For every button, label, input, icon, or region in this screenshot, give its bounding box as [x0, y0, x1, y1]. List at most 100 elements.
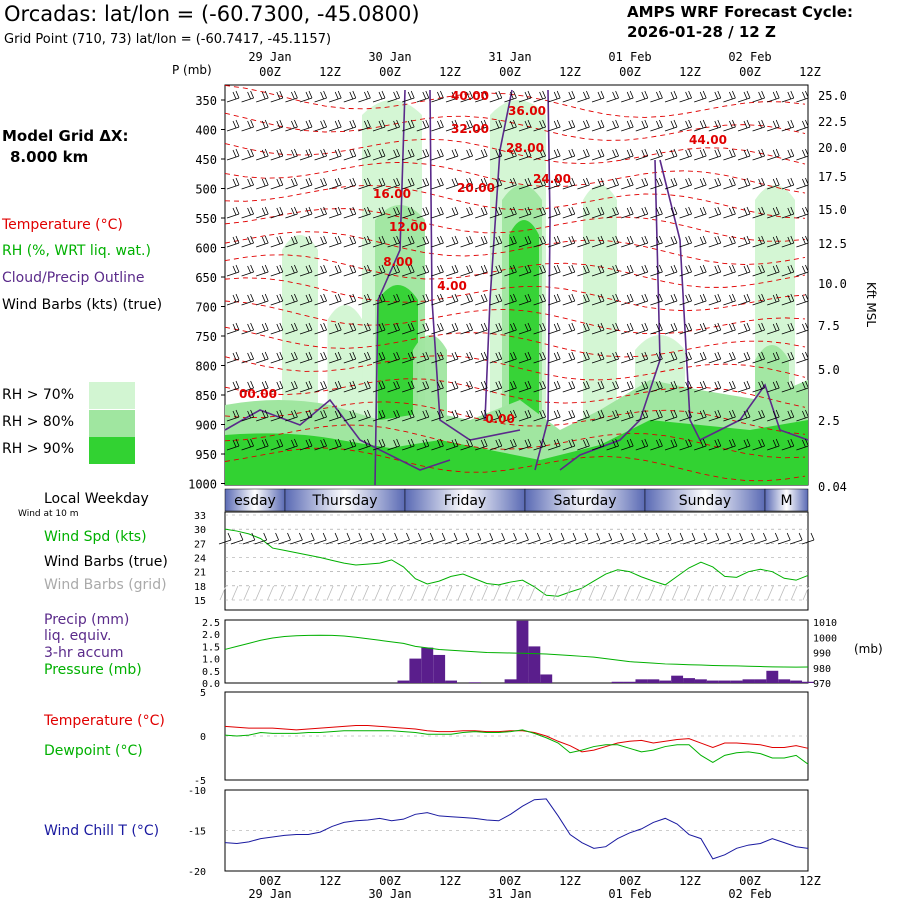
wind-barb-flag	[367, 148, 371, 157]
wind-barb-flag	[381, 119, 386, 128]
wind-barb-shaft	[241, 271, 254, 277]
wind-barb-flag	[659, 235, 663, 244]
wind-barb-flag	[498, 90, 503, 99]
wind-barb	[737, 264, 751, 277]
surface-wind-barb	[525, 532, 529, 541]
wind-barb-flag	[451, 439, 456, 448]
wind-barb-flag	[641, 91, 646, 100]
wind-barb	[445, 409, 459, 422]
wind-barb-shaft	[504, 242, 517, 248]
bottom-hour-label: 00Z	[619, 874, 641, 888]
wind-barb-shaft	[752, 184, 765, 190]
wind-barb-flag	[308, 119, 313, 128]
wind-barb	[650, 409, 663, 422]
wind-barb-flag	[381, 235, 386, 244]
wind-barb-flag	[466, 410, 470, 419]
wind-barb-flag	[320, 91, 324, 100]
wind-barb-shaft	[358, 242, 371, 248]
wind-barb-flag	[451, 149, 456, 158]
wind-barb	[241, 380, 254, 393]
wind-barb-flag	[644, 438, 649, 447]
wind-barb-flag	[495, 294, 500, 303]
wind-barb-flag	[556, 293, 561, 302]
wind-barb	[241, 438, 254, 451]
wind-barb-flag	[527, 322, 532, 331]
wind-barb-flag	[805, 322, 809, 331]
wind-barb-flag	[454, 409, 459, 418]
wind-barb-flag	[659, 351, 663, 360]
wind-barb-flag	[539, 91, 543, 100]
grid-wind-barb	[517, 585, 524, 601]
wind-barb-flag	[790, 438, 795, 447]
wind-barb-flag	[410, 264, 415, 273]
wind-barb-flag	[571, 119, 576, 128]
wind-barb-flag	[480, 265, 485, 274]
wind-barb-flag	[364, 149, 368, 158]
surface-wind-barb	[620, 532, 625, 541]
wind-barb-shaft	[270, 445, 283, 451]
cloud-outline	[374, 89, 521, 486]
wind-barb-flag	[305, 410, 310, 419]
wind-barb-flag	[717, 90, 722, 99]
wind-barb-shaft	[270, 155, 283, 161]
wind-barb-flag	[364, 236, 368, 245]
wind-barb-shaft	[226, 242, 240, 248]
wind-barb-flag	[235, 177, 240, 186]
wind-barb-shaft	[737, 213, 751, 219]
wind-barb-flag	[670, 149, 675, 158]
wind-barb-flag	[320, 149, 324, 158]
wind-barb-shaft	[226, 184, 240, 190]
wind-barb-shaft	[635, 300, 648, 306]
wind-barb-flag	[466, 120, 470, 129]
wind-barb-flag	[483, 177, 488, 186]
wind-barb-shaft	[226, 155, 240, 161]
wind-barb-flag	[469, 438, 473, 447]
wind-barb-shaft	[241, 184, 254, 190]
wind-barb	[664, 264, 678, 277]
wind-barb-shaft	[387, 445, 400, 451]
wind-barb-flag	[527, 235, 532, 244]
surface-wind-barb	[218, 539, 232, 545]
wind-barb-flag	[247, 352, 251, 361]
wind-barb-flag	[349, 149, 354, 158]
wind-barb	[767, 438, 780, 451]
wind-barb-shaft	[694, 387, 707, 393]
wind-barb-flag	[656, 352, 660, 361]
surface-wind-barb	[754, 539, 767, 545]
wind-barb	[767, 177, 780, 190]
wind-barb-shaft	[504, 271, 517, 277]
wind-barb-flag	[276, 381, 281, 390]
wind-barb-shaft	[548, 387, 561, 393]
wind-barb	[781, 148, 795, 161]
wind-barb-flag	[440, 409, 444, 418]
wind-barb-flag	[615, 322, 619, 331]
wind-barb-shaft	[226, 445, 240, 451]
wind-barb-flag	[364, 323, 368, 332]
wind-barb-flag	[513, 409, 517, 418]
wind-barb-flag	[743, 381, 748, 390]
wind-barb-shaft	[635, 97, 648, 103]
wind-barb	[591, 380, 605, 393]
wind-barb-flag	[294, 293, 298, 302]
wind-barb-shaft	[694, 126, 707, 132]
surface-wind-barb	[314, 539, 327, 545]
wind-barb-flag	[641, 352, 646, 361]
wind-barb-flag	[291, 410, 295, 419]
wind-barb	[372, 293, 386, 306]
wind-barb-shaft	[752, 155, 765, 161]
wind-barb-shaft	[533, 329, 546, 335]
wind-barb-shaft	[460, 155, 473, 161]
wind-barb	[679, 206, 692, 219]
wind-barb-flag	[393, 439, 397, 448]
wind-barb-flag	[717, 438, 722, 447]
wind-barb-flag	[656, 381, 660, 390]
wind-barb	[475, 322, 488, 335]
wind-barb-shaft	[548, 271, 561, 277]
wind-barb-flag	[279, 119, 284, 128]
rh80-label: RH > 80%	[2, 414, 75, 430]
wind-barb-flag	[802, 91, 806, 100]
wind-barb-flag	[250, 380, 254, 389]
wind-barb	[299, 438, 313, 451]
wind-barb-shaft	[372, 155, 386, 161]
wind-barb-flag	[787, 236, 792, 245]
